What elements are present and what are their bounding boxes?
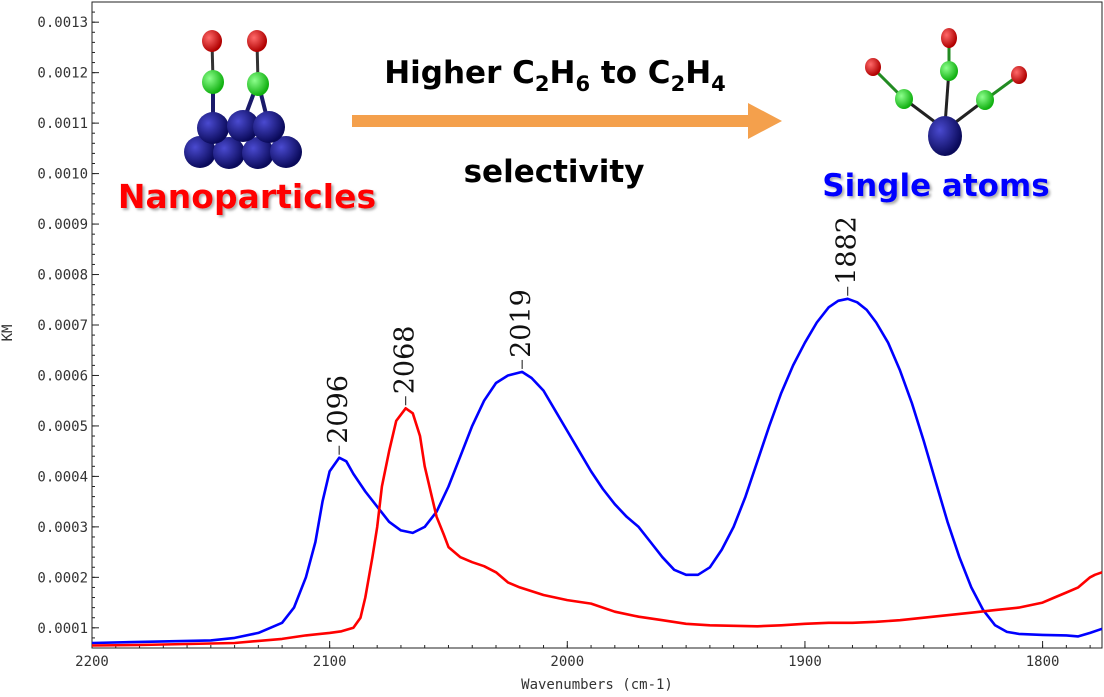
- x-tick-label: 2000: [550, 654, 584, 670]
- y-tick-label: 0.0013: [37, 15, 88, 31]
- headline: Higher C2H6 to C2H4: [384, 55, 726, 96]
- x-axis-ticks: 2200 2100 2000 1900 1800: [75, 641, 1091, 670]
- x-tick-label: 1900: [788, 654, 822, 670]
- nanoparticle-co-adsorption-icon: [184, 30, 302, 169]
- y-tick-label: 0.0010: [37, 167, 88, 183]
- y-tick-label: 0.0001: [37, 621, 88, 637]
- peak-label: 2019: [506, 289, 537, 358]
- y-tick-label: 0.0003: [37, 520, 88, 536]
- y-tick-label: 0.0004: [37, 469, 88, 485]
- single-atom-tricarbonyl-icon: [865, 28, 1027, 156]
- y-axis-title: KM: [0, 325, 16, 342]
- y-tick-label: 0.0002: [37, 570, 88, 586]
- y-tick-label: 0.0009: [37, 217, 88, 233]
- y-tick-label: 0.0007: [37, 318, 88, 334]
- x-axis-title: Wavenumbers (cm-1): [521, 677, 673, 693]
- series-line-1: [91, 297, 1103, 645]
- x-tick-label: 1800: [1026, 654, 1060, 670]
- y-tick-label: 0.0005: [37, 419, 88, 435]
- peak-label: 1882: [832, 216, 863, 285]
- plot-frame: [91, 1, 1103, 649]
- x-tick-label: 2200: [75, 654, 109, 670]
- y-axis-ticks: 0.0001 0.0002 0.0003 0.0004 0.0005 0.0006 0.00…: [37, 1, 99, 649]
- peak-annotations: 2096 2068 2019 1882: [323, 216, 863, 455]
- x-tick-label: 2100: [313, 654, 347, 670]
- peak-label: 2068: [390, 326, 421, 395]
- nanoparticles-label: Nanoparticles: [118, 177, 376, 216]
- single-atoms-label: Single atoms: [822, 168, 1049, 204]
- series-line-2: [91, 407, 1103, 647]
- series-lines: [91, 297, 1103, 647]
- y-tick-label: 0.0006: [37, 368, 88, 384]
- y-tick-label: 0.0012: [37, 66, 88, 82]
- headline-subline: selectivity: [464, 154, 645, 190]
- y-tick-label: 0.0011: [37, 116, 88, 132]
- selectivity-arrow: [352, 103, 782, 139]
- y-tick-label: 0.0008: [37, 268, 88, 284]
- peak-label: 2096: [323, 375, 354, 444]
